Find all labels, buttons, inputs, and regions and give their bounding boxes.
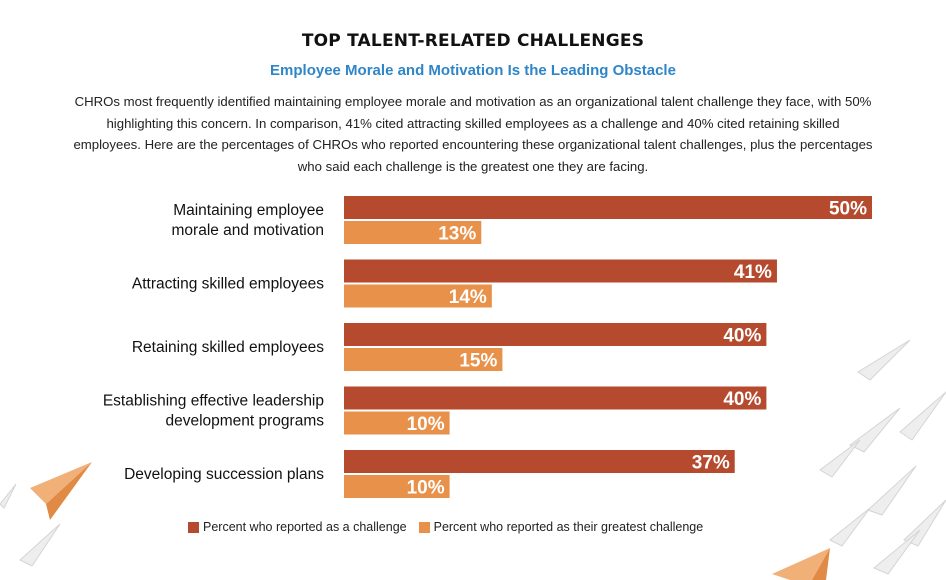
data-label: 41%: [734, 262, 772, 283]
bar-greatest-challenge: [344, 475, 450, 498]
data-label: 14%: [449, 287, 487, 308]
legend-item-greatest: Percent who reported as their greatest c…: [418, 520, 704, 534]
bar-challenge: [344, 386, 767, 410]
category-label: morale and motivation: [172, 222, 325, 239]
chart-subtitle: Employee Morale and Motivation Is the Le…: [270, 62, 676, 79]
chart-description: CHROs most frequently identified maintai…: [73, 94, 873, 174]
legend-label-challenge: Percent who reported as a challenge: [203, 520, 407, 534]
category-label: Maintaining employee: [173, 202, 324, 219]
category-label: Attracting skilled employees: [132, 276, 324, 293]
legend-swatch-greatest: [418, 521, 430, 533]
bar-challenge: [344, 259, 777, 283]
category-label: Retaining skilled employees: [132, 339, 324, 356]
data-label: 13%: [438, 224, 476, 245]
chart-title: TOP TALENT-RELATED CHALLENGES: [301, 31, 645, 51]
data-label: 10%: [407, 414, 445, 435]
bar-greatest-challenge: [344, 221, 482, 244]
category-label: Establishing effective leadership: [103, 393, 324, 410]
legend: Percent who reported as a challenge Perc…: [188, 520, 715, 534]
data-label: 50%: [829, 199, 867, 220]
legend-swatch-challenge: [188, 521, 199, 533]
data-label: 40%: [723, 389, 761, 410]
legend-item-challenge: Percent who reported as a challenge: [188, 520, 407, 534]
bar-challenge: [344, 196, 872, 219]
data-label: 40%: [723, 326, 761, 347]
legend-label-greatest: Percent who reported as their greatest c…: [433, 520, 704, 534]
category-label: Developing succession plans: [124, 466, 324, 483]
bar-challenge: [344, 450, 735, 473]
bar-greatest-challenge: [344, 411, 450, 435]
data-label: 10%: [407, 478, 445, 499]
data-label: 15%: [459, 351, 497, 372]
category-label: development programs: [165, 413, 324, 430]
data-label: 37%: [692, 453, 730, 474]
bar-greatest-challenge: [344, 348, 503, 371]
bar-greatest-challenge: [344, 284, 492, 308]
bar-challenge: [344, 323, 767, 346]
